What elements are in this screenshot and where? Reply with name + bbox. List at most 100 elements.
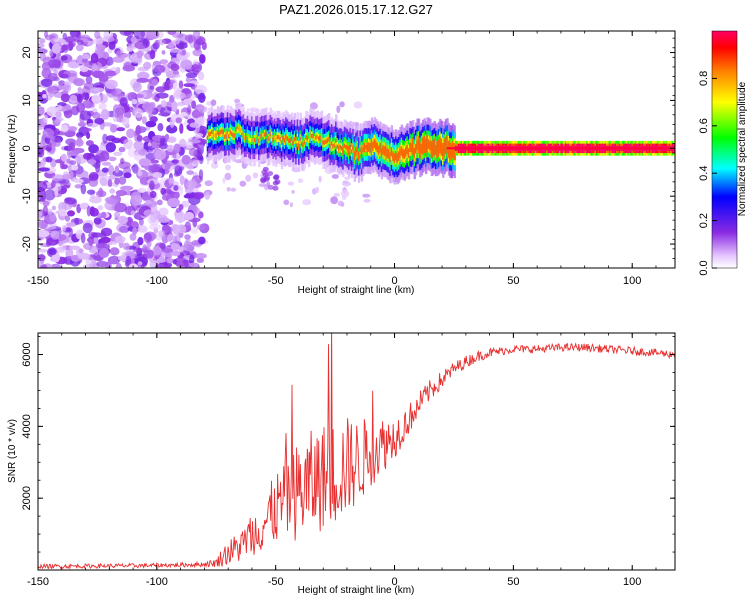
heatmap-noise-cell	[149, 190, 157, 199]
heatmap-noise-cell	[339, 101, 345, 108]
heatmap-noise-cell	[108, 156, 117, 162]
heatmap-noise-cell	[102, 35, 115, 43]
snr-y-tick-label: 6000	[21, 342, 33, 366]
heatmap-noise-cell	[134, 108, 144, 118]
heatmap-noise-cell	[230, 187, 237, 192]
heatmap-noise-cell	[132, 163, 139, 174]
heatmap-noise-cell	[38, 219, 48, 230]
snr-x-tick-label: -100	[146, 576, 168, 588]
heatmap-noise-cell	[318, 175, 322, 183]
heatmap-noise-cell	[291, 190, 295, 194]
heatmap-ridge-segment	[302, 142, 305, 147]
heatmap-noise-cell	[60, 124, 69, 133]
heatmap-noise-cell	[146, 31, 160, 40]
heatmap-ridge-segment	[370, 141, 374, 146]
heatmap-noise-cell	[93, 235, 99, 245]
heatmap-noise-cell	[39, 51, 46, 62]
heatmap-noise-cell	[336, 105, 341, 114]
heatmap-noise-cell	[75, 44, 84, 52]
heatmap-noise-cell	[109, 123, 118, 133]
heatmap-noise-cell	[95, 242, 106, 248]
heatmap-noise-cell	[138, 218, 144, 226]
heatmap-noise-cell	[85, 257, 96, 266]
heatmap-ridge-segment	[386, 150, 389, 156]
heatmap-ridge-segment	[213, 133, 217, 138]
heatmap-noise-cell	[149, 180, 155, 191]
heatmap-ridge-segment	[290, 136, 294, 142]
heatmap-noise-cell	[151, 141, 158, 149]
heatmap-noise-cell	[116, 127, 126, 132]
heatmap-noise-cell	[77, 95, 82, 102]
heatmap-ridge-artifact	[260, 177, 267, 182]
heatmap-noise-cell	[168, 73, 181, 78]
heatmap-noise-cell	[101, 122, 114, 127]
heatmap-ridge-segment	[323, 140, 327, 145]
heatmap-noise-cell	[283, 199, 290, 206]
heatmap-ridge-segment	[259, 134, 262, 139]
snr-y-ticks: 2000 4000 6000	[21, 336, 675, 553]
heatmap-noise-cell	[51, 174, 65, 182]
heatmap-ridge-segment	[362, 147, 365, 152]
heatmap-ridge-segment	[363, 145, 366, 150]
heatmap-noise-layer	[38, 31, 372, 268]
heatmap-noise-cell	[92, 70, 105, 78]
heatmap-y-tick-label: -20	[21, 236, 33, 252]
heatmap-ridge-segment	[251, 133, 254, 138]
heatmap-noise-cell	[164, 133, 170, 141]
heatmap-noise-cell	[118, 176, 127, 185]
heatmap-ridge-segment	[349, 145, 352, 150]
heatmap-noise-cell	[113, 95, 120, 102]
heatmap-ridge-segment	[387, 151, 391, 156]
heatmap-noise-cell	[104, 70, 118, 77]
heatmap-noise-cell	[191, 64, 200, 70]
heatmap-ridge-segment	[329, 144, 332, 149]
heatmap-ridge-segment	[238, 126, 241, 131]
heatmap-noise-cell	[145, 199, 152, 205]
heatmap-ridge-artifact	[267, 171, 274, 176]
heatmap-ridge-segment	[276, 134, 279, 140]
snr-panel: -150 -100 -50 0 50 100 2000 4000 6000 Height of…	[7, 332, 676, 596]
heatmap-noise-cell	[252, 172, 259, 179]
heatmap-noise-cell	[170, 243, 181, 251]
snr-series-line	[38, 333, 675, 570]
heatmap-ridge-segment	[422, 144, 425, 149]
heatmap-noise-cell	[112, 56, 125, 63]
heatmap-ridge-segment	[226, 129, 230, 134]
heatmap-noise-cell	[38, 254, 46, 262]
heatmap-noise-cell	[42, 93, 47, 99]
colorbar-tick-label: 0.2	[698, 213, 710, 228]
heatmap-noise-cell	[166, 226, 173, 234]
heatmap-noise-cell	[204, 191, 211, 200]
heatmap-noise-cell	[133, 31, 145, 40]
heatmap-ridge-segment	[325, 139, 328, 144]
heatmap-noise-cell	[344, 176, 351, 180]
heatmap-ridge-segment	[413, 150, 416, 155]
heatmap-ridge-segment	[308, 138, 311, 143]
heatmap-noise-cell	[99, 150, 110, 162]
heatmap-noise-cell	[70, 105, 80, 116]
heatmap-ridge-segment	[417, 142, 421, 147]
heatmap-noise-cell	[158, 207, 169, 217]
heatmap-noise-cell	[94, 117, 105, 125]
heatmap-noise-cell	[171, 250, 181, 257]
heatmap-noise-cell	[120, 157, 125, 165]
heatmap-ridge-segment	[407, 151, 411, 156]
heatmap-noise-cell	[245, 174, 252, 182]
heatmap-noise-cell	[170, 63, 180, 72]
heatmap-noise-cell	[105, 142, 117, 153]
heatmap-noise-cell	[222, 177, 226, 184]
heatmap-noise-cell	[171, 159, 180, 164]
heatmap-x-tick-label: -100	[146, 275, 168, 287]
heatmap-noise-cell	[161, 248, 174, 254]
heatmap-noise-cell	[169, 95, 175, 103]
heatmap-noise-cell	[79, 66, 89, 73]
heatmap-noise-cell	[171, 189, 180, 201]
heatmap-noise-cell	[130, 36, 137, 44]
heatmap-noise-cell	[337, 200, 344, 207]
heatmap-noise-cell	[173, 143, 181, 154]
heatmap-noise-cell	[69, 170, 74, 180]
heatmap-ridge-segment	[289, 138, 292, 143]
heatmap-noise-cell	[107, 178, 113, 188]
heatmap-noise-cell	[136, 71, 150, 80]
